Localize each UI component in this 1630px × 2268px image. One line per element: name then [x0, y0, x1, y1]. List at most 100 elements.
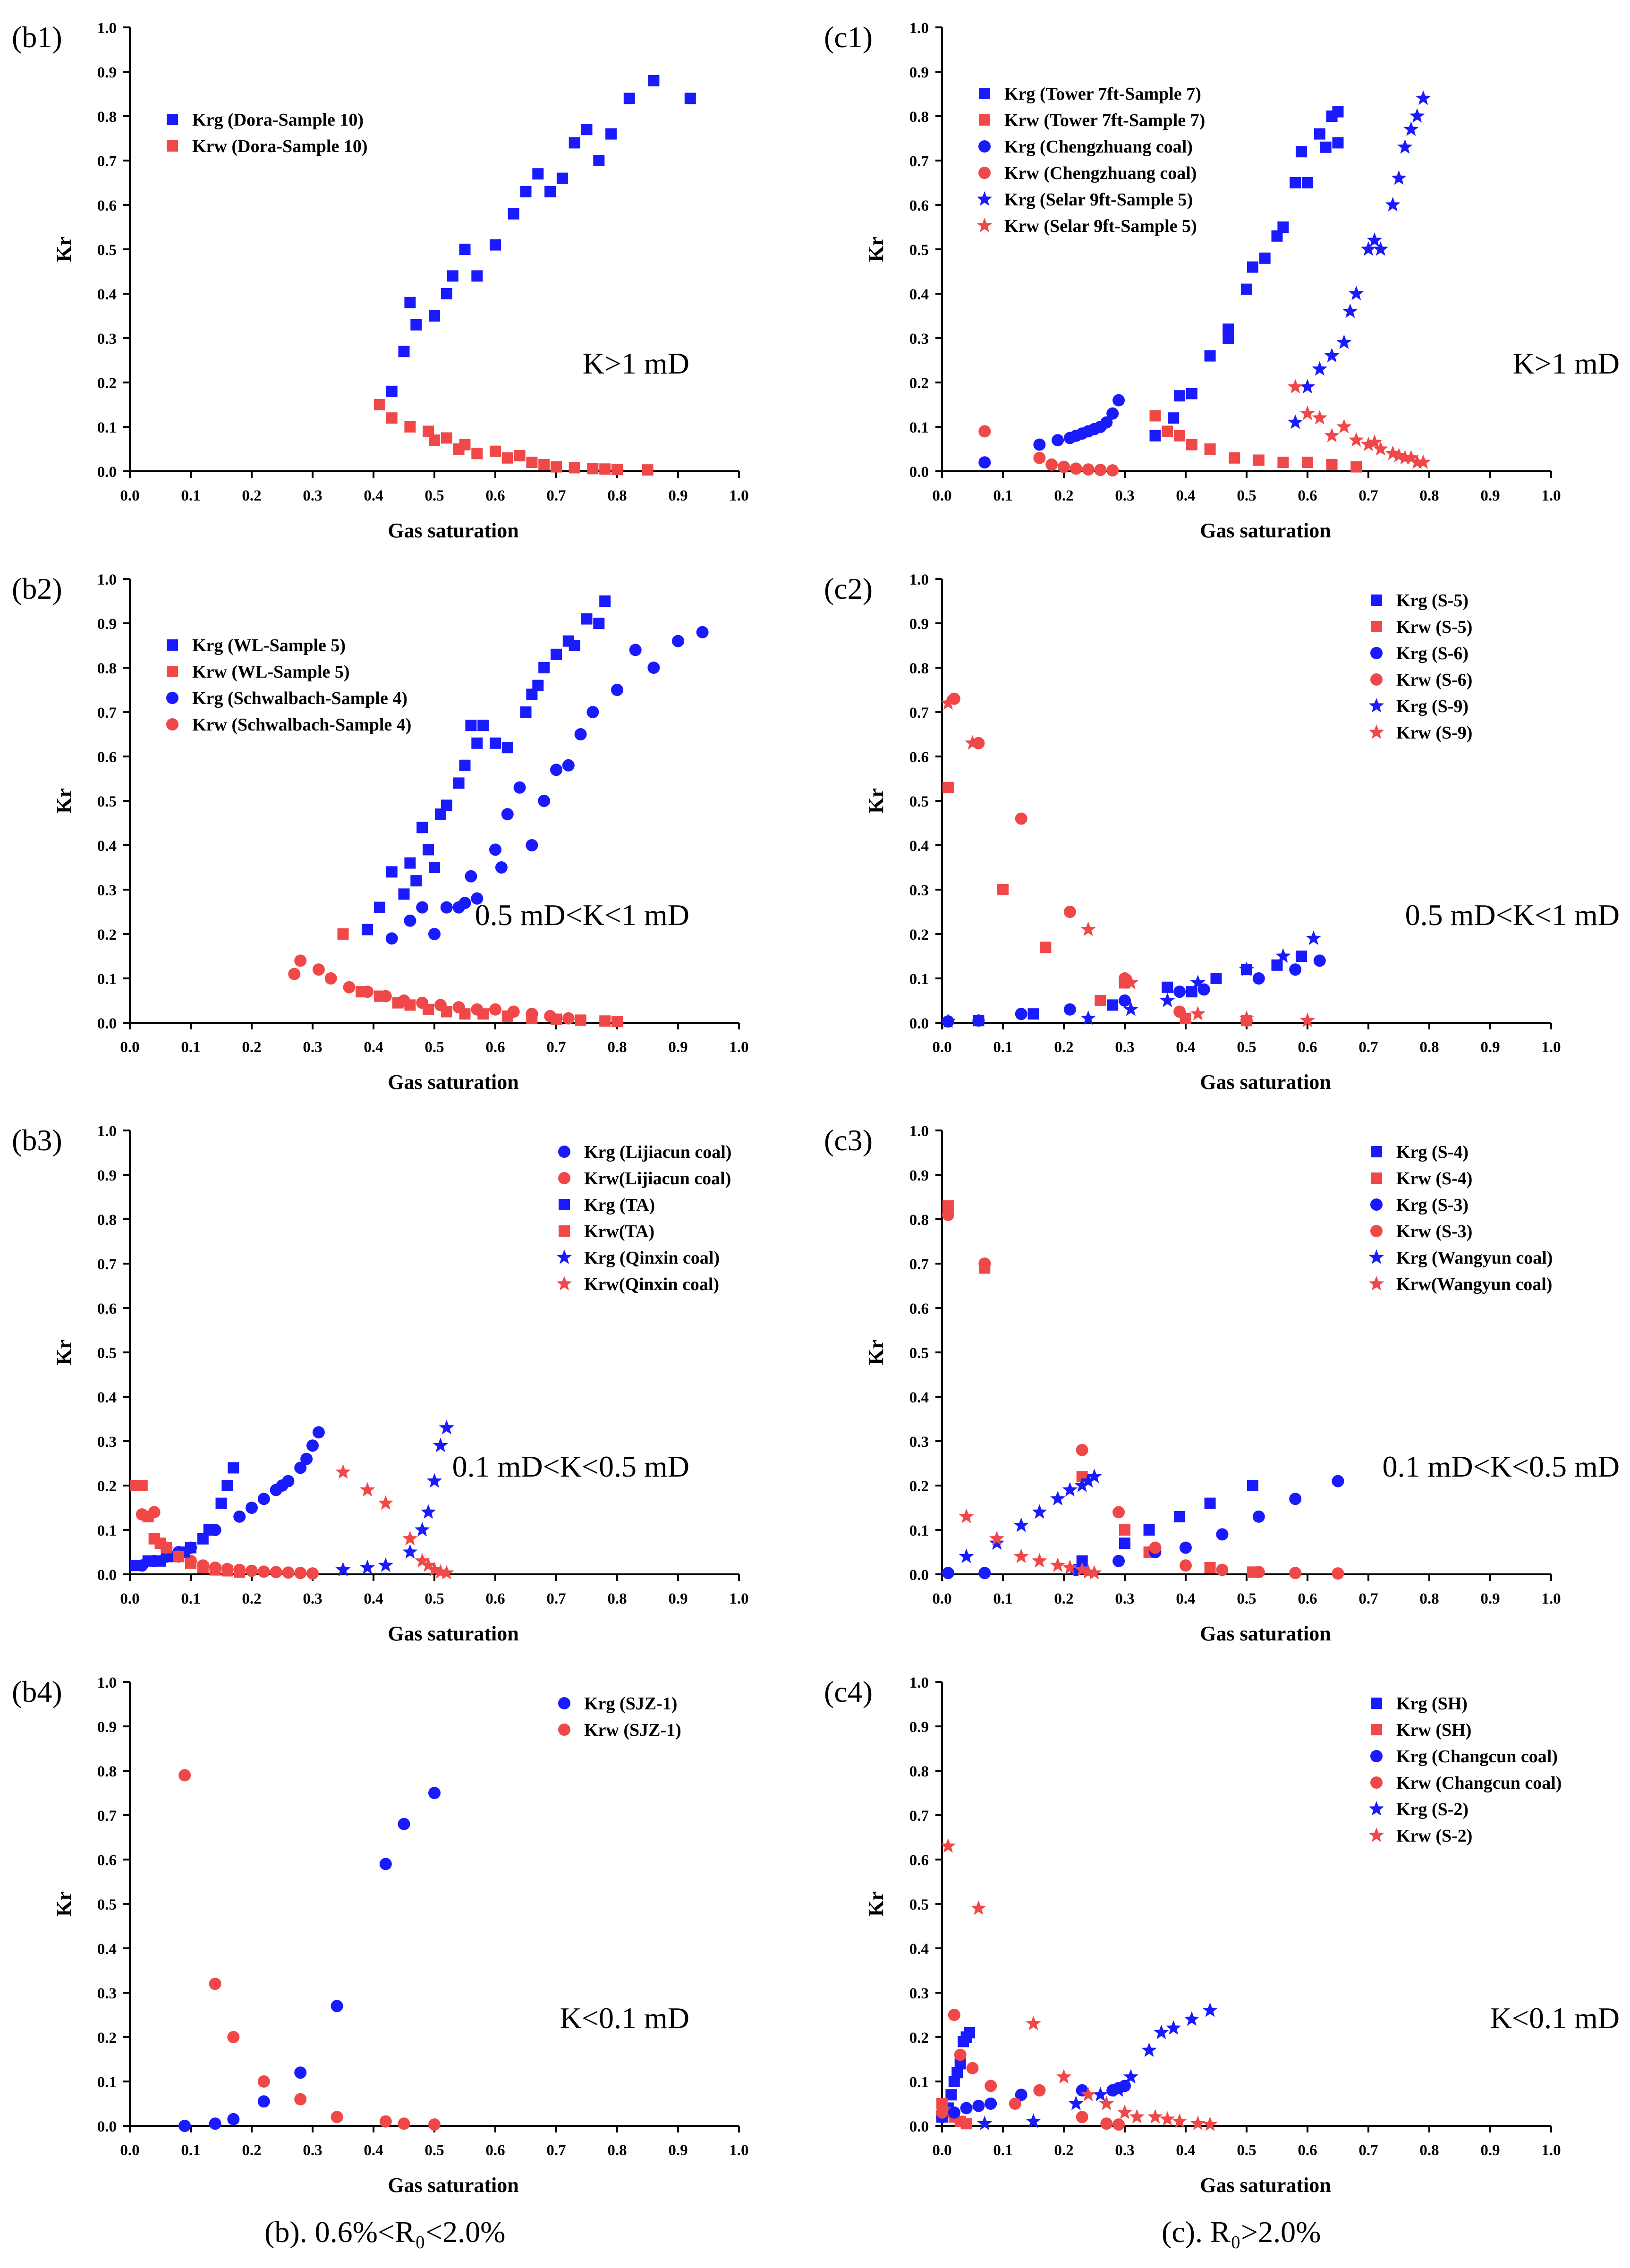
x-tick-label: 0.6	[1298, 2142, 1317, 2159]
data-point	[458, 897, 471, 909]
data-point	[1173, 985, 1186, 998]
y-tick-label: 0.1	[909, 1522, 929, 1539]
data-point	[362, 924, 374, 935]
data-point	[1190, 2115, 1206, 2131]
data-point	[1289, 963, 1302, 976]
data-point	[1056, 2069, 1072, 2084]
data-point	[142, 1555, 154, 1567]
chart-b1: 0.0 0.1 0.2 0.3 0.4 0.5 0.6 0.7 0.8 0.9 1.0 0.0 0.1 0…	[12, 20, 749, 542]
legend-marker	[1368, 1249, 1384, 1264]
data-point	[978, 1257, 991, 1270]
series-krw-s-3-	[942, 1208, 1344, 1580]
legend-marker	[978, 167, 991, 179]
data-point	[1190, 1006, 1206, 1020]
data-point	[959, 1548, 974, 1563]
series-krg-schwalbach-sample-4-	[385, 626, 709, 945]
data-point	[471, 1003, 484, 1016]
data-point	[331, 2111, 343, 2124]
y-tick-label: 0.8	[909, 109, 929, 126]
data-point	[452, 1001, 465, 1014]
data-point	[562, 759, 575, 772]
data-point	[1302, 457, 1313, 468]
panel-label: (c2)	[824, 572, 873, 605]
x-tick-label: 0.4	[1176, 1590, 1195, 1607]
data-point	[197, 1562, 209, 1573]
data-point	[599, 595, 611, 607]
legend-marker	[976, 218, 993, 232]
legend-marker	[558, 1172, 570, 1184]
data-point	[1062, 1559, 1078, 1574]
data-point	[550, 764, 562, 776]
data-point	[593, 618, 605, 629]
legend-marker	[1368, 698, 1384, 713]
chart-b3: 0.0 0.1 0.2 0.3 0.4 0.5 0.6 0.7 0.8 0.9 1.0 0.0 0.1 0…	[12, 1123, 749, 1645]
data-point	[489, 843, 501, 856]
y-tick-label: 0.4	[909, 1389, 929, 1406]
legend-entry: Krg (Qinxin coal)	[584, 1248, 720, 1268]
x-tick-label: 0.8	[1419, 1039, 1439, 1056]
series-krg-s-3-	[942, 1475, 1344, 1580]
x-tick-label: 0.4	[364, 1039, 383, 1056]
chart-b2: 0.0 0.1 0.2 0.3 0.4 0.5 0.6 0.7 0.8 0.9 1.0 0.0 0.1 0…	[12, 571, 749, 1094]
data-point	[1409, 454, 1425, 469]
y-tick-label: 0.6	[909, 749, 929, 766]
data-point	[1087, 1469, 1102, 1483]
series-krw-s-6-	[948, 692, 1253, 1027]
x-tick-label: 1.0	[729, 2142, 748, 2159]
data-point	[551, 648, 562, 660]
y-tick-label: 0.9	[909, 1167, 929, 1184]
legend-entry: Krg (Schwalbach-Sample 4)	[192, 688, 408, 708]
x-tick-label: 0.9	[1480, 1590, 1500, 1607]
chart-b4: 0.0 0.1 0.2 0.3 0.4 0.5 0.6 0.7 0.8 0.9 1.0 0.0 0.1 0…	[12, 1674, 749, 2197]
legend-entry: Krg (S-9)	[1396, 697, 1469, 716]
data-point	[940, 1838, 956, 1853]
data-point	[611, 684, 623, 696]
data-point	[1160, 993, 1175, 1007]
x-tick-label: 0.4	[1176, 487, 1195, 504]
x-tick-label: 0.3	[1115, 1039, 1134, 1056]
data-point	[453, 777, 465, 789]
x-axis-label: Gas saturation	[388, 2174, 518, 2197]
data-point	[402, 1544, 418, 1559]
data-point	[508, 208, 519, 220]
x-tick-label: 0.9	[668, 1039, 688, 1056]
data-point	[1391, 170, 1407, 185]
data-point	[1009, 2098, 1021, 2110]
data-point	[410, 319, 422, 331]
y-tick-label: 0.3	[97, 331, 117, 348]
data-point	[440, 901, 453, 914]
data-point	[471, 270, 483, 282]
data-point	[439, 1565, 454, 1580]
data-point	[136, 1480, 148, 1491]
data-point	[227, 2031, 240, 2043]
legend-entry: Krw(TA)	[584, 1222, 654, 1241]
y-axis-label: Kr	[865, 1340, 888, 1365]
data-point	[569, 462, 580, 474]
data-point	[1027, 1008, 1039, 1020]
data-point	[335, 1562, 351, 1577]
data-point	[374, 901, 385, 913]
x-tick-label: 0.3	[1115, 487, 1134, 504]
legend-marker	[978, 140, 991, 153]
chart-c2: 0.0 0.1 0.2 0.3 0.4 0.5 0.6 0.7 0.8 0.9 1.0 0.0 0.1 0…	[824, 571, 1620, 1094]
data-point	[1174, 1511, 1186, 1522]
data-point	[985, 2080, 997, 2092]
x-axis-label: Gas saturation	[1200, 1070, 1331, 1094]
data-point	[416, 822, 428, 833]
data-point	[246, 1564, 258, 1577]
data-point	[1123, 975, 1139, 990]
data-point	[415, 1553, 430, 1568]
legend-c1: Krg (Tower 7ft-Sample 7) Krw (Tower 7ft-S…	[976, 84, 1205, 236]
y-tick-label: 0.1	[97, 971, 117, 988]
data-point	[1324, 348, 1340, 363]
data-point	[1026, 2113, 1041, 2128]
series-krw-s-9-	[940, 695, 1316, 1028]
y-tick-label: 0.0	[909, 1015, 929, 1032]
data-point	[1100, 416, 1113, 429]
data-point	[972, 1014, 985, 1027]
legend-marker	[1371, 621, 1382, 632]
data-point	[569, 137, 580, 149]
panel-label: (c3)	[824, 1123, 873, 1157]
data-point	[209, 2117, 221, 2130]
data-point	[575, 1014, 586, 1026]
